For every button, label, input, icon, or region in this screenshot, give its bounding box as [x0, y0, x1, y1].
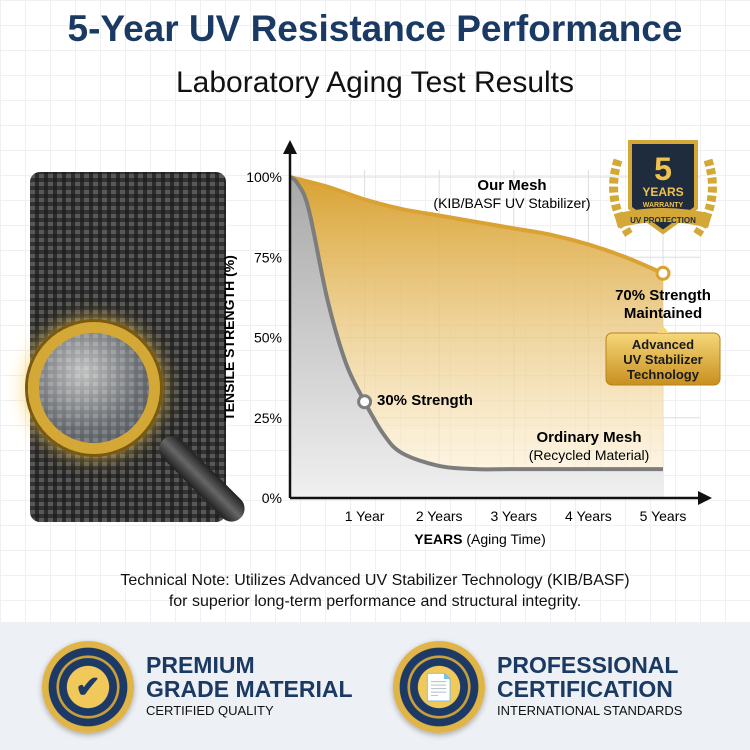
callout-box: Advanced UV Stabilizer Technology — [605, 326, 721, 386]
callout-line: Advanced — [632, 337, 694, 352]
series-sublabel-ordinary: (Recycled Material) — [529, 447, 650, 463]
note-line-2: for superior long-term performance and s… — [168, 593, 582, 610]
callout-line: UV Stabilizer — [623, 352, 702, 367]
ordinary-mesh-line — [288, 175, 663, 472]
footer-title-2: PROFESSIONAL CERTIFICATION — [497, 653, 678, 701]
x-axis-label: YEARS (Aging Time) — [414, 531, 545, 547]
y-axis-arrow-icon — [283, 140, 297, 154]
x-tick-label: 2 Years — [416, 508, 463, 524]
technical-note: Technical Note: Utilizes Advanced UV Sta… — [0, 570, 750, 612]
badge-warranty: WARRANTY — [643, 202, 684, 209]
badge-years: YEARS — [642, 185, 683, 199]
premium-quality-seal: ✔ — [42, 641, 134, 733]
page-title: 5-Year UV Resistance Performance — [67, 8, 683, 49]
x-tick-label: 5 Years — [640, 508, 687, 524]
document-gear-icon: 📄 — [422, 671, 456, 702]
x-tick-label: 3 Years — [490, 508, 537, 524]
our-mesh-area — [290, 177, 663, 498]
ordinary-mesh-point — [357, 394, 373, 410]
footer-title-line: PREMIUM — [146, 652, 255, 678]
x-tick-label: 4 Years — [565, 508, 612, 524]
footer: ✔ PREMIUM GRADE MATERIAL CERTIFIED QUALIT… — [0, 622, 750, 750]
our-mesh-line — [289, 175, 664, 276]
footer-title-line: GRADE MATERIAL — [146, 676, 353, 702]
footer-subtitle-2: INTERNATIONAL STANDARDS — [497, 703, 683, 718]
x-axis-label-bold: YEARS — [414, 531, 462, 547]
annotation-ordinary: 30% Strength — [377, 392, 473, 409]
y-tick-label: 25% — [254, 410, 282, 426]
y-axis-label: TENSILE STRENGTH (%) — [221, 255, 237, 421]
badge-number: 5 — [654, 151, 672, 187]
series-label-our: Our Mesh — [477, 177, 546, 194]
badge-ribbon: UV PROTECTION — [630, 216, 696, 225]
footer-title-line: PROFESSIONAL — [497, 652, 679, 678]
our-mesh-endpoint — [655, 265, 671, 281]
annotation-our: 70% Strength — [615, 287, 711, 304]
note-line-1: Technical Note: Utilizes Advanced UV Sta… — [120, 572, 630, 589]
page-subtitle: Laboratory Aging Test Results — [175, 66, 574, 99]
ordinary-mesh-area — [290, 177, 663, 498]
warranty-badge: 5 YEARS WARRANTY UV PROTECTION — [609, 140, 717, 239]
certification-seal: 📄 — [393, 641, 485, 733]
x-tick-label: 1 Year — [345, 508, 385, 524]
series-sublabel-our: (KIB/BASF UV Stabilizer) — [433, 195, 590, 211]
y-tick-label: 50% — [254, 330, 282, 346]
series-label-ordinary: Ordinary Mesh — [536, 429, 641, 446]
y-tick-label: 0% — [262, 490, 282, 506]
footer-title-line: CERTIFICATION — [497, 676, 673, 702]
x-axis-arrow-icon — [698, 491, 712, 505]
footer-title-1: PREMIUM GRADE MATERIAL — [146, 653, 353, 701]
laurel-icon — [609, 158, 717, 239]
y-tick-label: 75% — [254, 249, 282, 265]
x-axis-label-rest: (Aging Time) — [466, 531, 545, 547]
callout-line: Technology — [627, 367, 700, 382]
magnifying-glass-icon — [28, 322, 160, 454]
y-tick-label: 100% — [246, 169, 282, 185]
footer-subtitle-1: CERTIFIED QUALITY — [146, 703, 274, 718]
annotation-our-2: Maintained — [624, 305, 702, 322]
checkmark-icon: ✔ — [75, 670, 101, 704]
